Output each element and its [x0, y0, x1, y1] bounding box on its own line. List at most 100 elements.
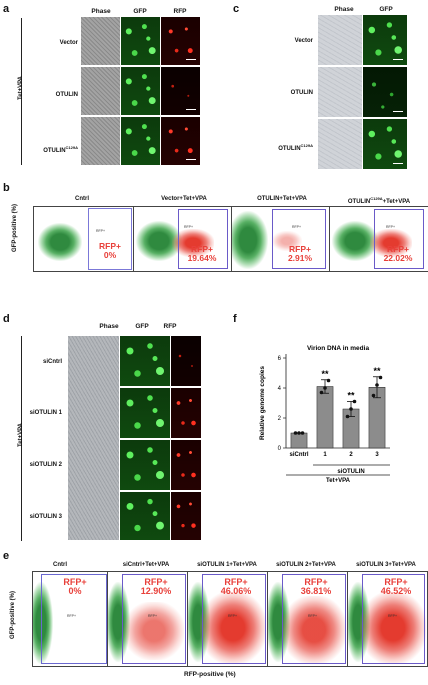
b-plot1: RFP+ RFP+ 0% — [33, 206, 135, 272]
b-plot3-pct: RFP+ 2.91% — [287, 244, 313, 263]
d-group-bracket — [21, 336, 22, 541]
d-row-siotulin-3: siOTULIN 3 — [29, 514, 62, 520]
panel-b-label: b — [3, 182, 10, 194]
b-plot2-gate — [178, 209, 228, 269]
d-img-sicntrl-gfp — [120, 336, 170, 386]
f-category-label: 2 — [349, 452, 353, 458]
d-img-sicntrl-rfp — [171, 336, 201, 386]
e-plot3-pct: RFP+ 46.06% — [220, 577, 252, 597]
e-plot2-pct: RFP+ 12.90% — [140, 577, 172, 597]
d-img-si1-gfp — [120, 388, 170, 438]
b-plot1-title: Cntrl — [75, 196, 89, 202]
b-plot2-title: Vector+Tet+VPA — [161, 196, 207, 202]
f-point — [345, 414, 350, 419]
b-plot1-gate — [88, 208, 132, 270]
f-point — [297, 431, 301, 435]
d-img-si2-gfp — [120, 440, 170, 490]
b-plot4-pct: RFP+ 22.02% — [383, 244, 413, 263]
c-img-otulin-phase — [318, 67, 362, 117]
a-img-vector-phase — [81, 17, 120, 65]
d-group-label: Tet+VPA — [18, 423, 24, 447]
panel-f-label: f — [233, 313, 237, 325]
d-img-si2-rfp — [171, 440, 201, 490]
f-bar-1 — [316, 386, 334, 449]
e-plot1-pct: RFP+ 0% — [63, 577, 87, 597]
a-group-bracket — [21, 18, 22, 165]
c-img-c129a-phase — [318, 119, 362, 169]
f-ytick-label: 2 — [278, 416, 282, 422]
a-group-label: Tet+VPA — [18, 76, 24, 100]
b-plot4-title: OTULINC129A+Tet+VPA — [347, 196, 411, 205]
b-plot4: RFP+ RFP+ 22.02% — [329, 206, 428, 272]
e-plot4-gate — [282, 574, 346, 664]
a-img-otulin-gfp — [121, 67, 160, 115]
b-y-axis-label: GFP-positive (%) — [12, 204, 18, 253]
f-point — [349, 407, 353, 411]
c-img-otulin-gfp — [363, 67, 407, 117]
b-plot2-pct: RFP+ 19.64% — [187, 244, 217, 263]
e-x-axis-label: RFP-positive (%) — [184, 671, 236, 678]
f-treatment-label: Tet+VPA — [326, 478, 351, 484]
panel-c-label: c — [233, 3, 240, 15]
f-ytick-label: 6 — [278, 356, 282, 362]
d-img-si1-rfp — [171, 388, 201, 438]
b-plot4-gate — [374, 209, 424, 269]
e-plot4-title: siOTULIN 2+Tet+VPA — [276, 562, 336, 568]
d-row-sicntrl: siCntrl — [42, 359, 62, 365]
f-y-axis-label: Relative genome copies — [259, 366, 266, 440]
f-ytick-label: 4 — [278, 386, 282, 392]
f-point — [375, 383, 379, 387]
d-col-rfp: RFP — [163, 323, 177, 330]
f-group-label: siOTULIN — [337, 469, 364, 475]
c-col-gfp: GFP — [379, 6, 393, 13]
a-img-c129a-rfp — [161, 117, 200, 165]
f-category-label: siCntrl — [289, 452, 308, 458]
c-img-c129a-gfp — [363, 119, 407, 169]
e-plot2-gate — [122, 574, 186, 664]
f-chart-title: Virion DNA in media — [307, 345, 370, 352]
d-row-siotulin-1: siOTULIN 1 — [29, 410, 62, 416]
f-point — [323, 386, 327, 390]
a-col-gfp: GFP — [133, 8, 147, 15]
b-plot1-pct: RFP+ 0% — [99, 241, 121, 260]
e-plot1: RFP+ 0% RFP+ — [32, 571, 108, 667]
f-point — [319, 390, 324, 395]
b-plot3-gate — [272, 209, 326, 269]
d-img-si3-gfp — [120, 492, 170, 540]
c-row-vector: Vector — [294, 38, 313, 44]
a-row-otulin-c129a: OTULINC129A — [43, 145, 78, 154]
f-ytick-label: 0 — [278, 446, 282, 452]
a-img-otulin-phase — [81, 67, 120, 115]
c-col-phase: Phase — [334, 6, 354, 13]
f-significance: ** — [373, 366, 381, 376]
f-category-label: 3 — [375, 452, 379, 458]
f-point — [352, 399, 357, 404]
a-img-c129a-phase — [81, 117, 120, 165]
d-row-siotulin-2: siOTULIN 2 — [29, 462, 62, 468]
e-plot5-gate — [362, 574, 425, 664]
f-significance: ** — [321, 369, 329, 379]
e-plot3-title: siOTULIN 1+Tet+VPA — [197, 562, 257, 568]
e-plot3-gate — [202, 574, 266, 664]
panel-e-label: e — [3, 550, 10, 562]
e-plot2-title: siCntrl+Tet+VPA — [122, 562, 170, 568]
e-plot5-title: siOTULIN 3+Tet+VPA — [356, 562, 416, 568]
e-plot5-pct: RFP+ 46.52% — [380, 577, 412, 597]
a-col-phase: Phase — [91, 8, 111, 15]
a-img-vector-rfp — [161, 17, 200, 65]
e-plot1-gate — [41, 574, 107, 664]
b-plot2: RFP+ RFP+ 19.64% — [133, 206, 235, 272]
c-row-otulin-c129a: OTULINC129A — [278, 143, 313, 152]
a-img-c129a-gfp — [121, 117, 160, 165]
f-point — [300, 431, 305, 435]
d-img-phase-column — [68, 336, 119, 540]
panel-d-label: d — [3, 313, 10, 325]
e-plot4-pct: RFP+ 36.81% — [300, 577, 332, 597]
b-plot3-title: OTULIN+Tet+VPA — [257, 196, 307, 202]
e-plot2: RFP+ 12.90% RFP+ — [107, 571, 189, 667]
c-img-vector-gfp — [363, 15, 407, 65]
f-bar-0 — [290, 432, 308, 449]
f-point — [293, 431, 298, 435]
panel-a-label: a — [3, 3, 10, 15]
f-point — [378, 375, 383, 380]
